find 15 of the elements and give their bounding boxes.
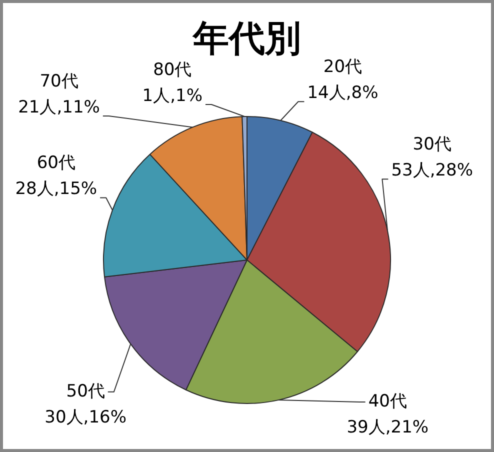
chart-title: 年代別 — [192, 18, 301, 60]
slice-label: 60代 — [36, 153, 76, 174]
data-label: 21人,11% — [18, 97, 100, 118]
data-label: 28人,15% — [15, 179, 98, 200]
data-label: 53人,28% — [391, 160, 474, 181]
data-label: 30人,16% — [44, 407, 126, 428]
slice-label: 70代 — [40, 71, 78, 92]
slice-label: 80代 — [153, 60, 192, 80]
data-label: 1人,1% — [142, 86, 202, 106]
data-label: 39人,21% — [346, 417, 429, 438]
slice-label: 30代 — [412, 134, 452, 155]
slice-label: 50代 — [66, 381, 105, 402]
slice-label: 20代 — [323, 57, 362, 78]
data-label: 14人,8% — [307, 83, 378, 104]
slice-label: 40代 — [368, 391, 407, 412]
